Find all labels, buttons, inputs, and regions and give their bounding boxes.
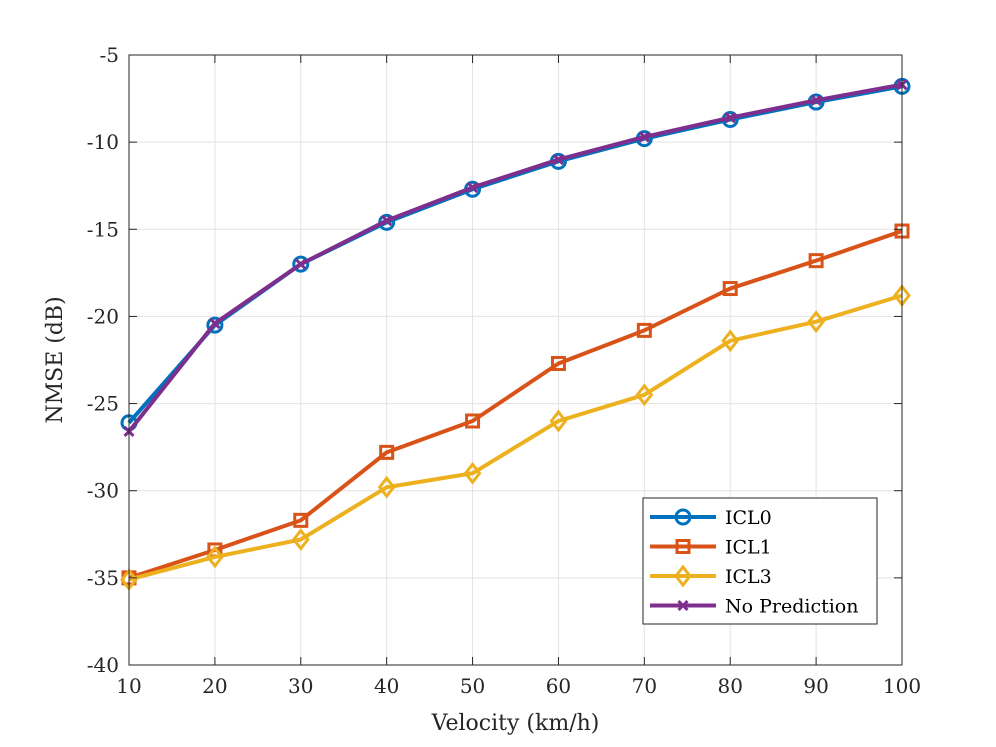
data-point (206, 316, 224, 334)
data-point (808, 253, 824, 269)
data-point (377, 475, 396, 499)
data-point (722, 281, 738, 297)
x-axis-label: Velocity (km/h) (431, 711, 600, 736)
data-point (549, 409, 568, 433)
data-point (550, 355, 566, 371)
data-point (291, 528, 310, 551)
data-point (381, 215, 393, 227)
y-tick-label: -25 (87, 392, 119, 416)
series-layer (120, 77, 911, 592)
series-line (128, 293, 903, 582)
axis-ticks (128, 54, 903, 666)
y-tick-label: -20 (87, 304, 119, 328)
legend: ICL0 ICL1 ICL3 No Prediction (642, 497, 878, 625)
x-tick-label: 100 (883, 674, 921, 698)
y-axis-label: NMSE (dB) (43, 296, 68, 423)
data-point (292, 255, 310, 273)
legend-marker (674, 564, 692, 588)
x-tick-label: 10 (116, 674, 141, 698)
plot-frame (128, 54, 903, 666)
data-point (465, 413, 481, 429)
legend-label: No Prediction (725, 596, 858, 618)
y-tick-label: -30 (87, 479, 119, 503)
data-point (552, 154, 565, 166)
y-tick-label: -35 (87, 566, 119, 590)
data-point (807, 310, 826, 334)
legend-marker (677, 599, 689, 612)
y-tick-label: -15 (87, 217, 119, 241)
legend-marker (675, 539, 691, 554)
legend-item: ICL1 (650, 537, 772, 559)
y-tick-label: -40 (87, 653, 119, 677)
x-tick-label: 70 (632, 674, 657, 698)
data-point (638, 131, 650, 143)
legend-item: ICL3 (650, 564, 772, 588)
series-line (127, 82, 903, 433)
tick-labels: 10 20 30 40 50 60 70 80 90 100 -40 -35 -30 -25 -20 -15 -… (87, 43, 921, 698)
legend-label: ICL1 (725, 537, 772, 559)
x-tick-label: 30 (288, 674, 313, 698)
data-point (379, 444, 395, 460)
x-tick-label: 60 (546, 674, 571, 698)
x-tick-label: 80 (717, 674, 742, 698)
legend-label: ICL0 (725, 507, 772, 529)
legend-label: ICL3 (725, 566, 772, 588)
data-point (724, 112, 736, 124)
data-point (810, 94, 822, 106)
legend-marker (674, 508, 692, 526)
data-point (295, 258, 307, 270)
x-tick-label: 90 (803, 674, 828, 698)
data-point (463, 461, 482, 485)
series-icl3 (120, 284, 911, 592)
data-point (636, 322, 652, 338)
data-point (293, 512, 309, 528)
data-point (721, 329, 740, 353)
y-tick-label: -10 (87, 130, 119, 154)
series-icl1 (121, 223, 910, 586)
data-point (205, 545, 224, 569)
data-point (209, 317, 221, 329)
data-point (466, 181, 479, 194)
x-tick-label: 40 (374, 674, 399, 698)
x-tick-label: 20 (202, 674, 227, 698)
y-tick-label: -5 (100, 43, 119, 67)
legend-item: ICL0 (650, 507, 772, 529)
x-tick-label: 50 (460, 674, 485, 698)
data-point (635, 383, 654, 407)
series-line (128, 229, 903, 580)
legend-item: No Prediction (650, 596, 858, 618)
